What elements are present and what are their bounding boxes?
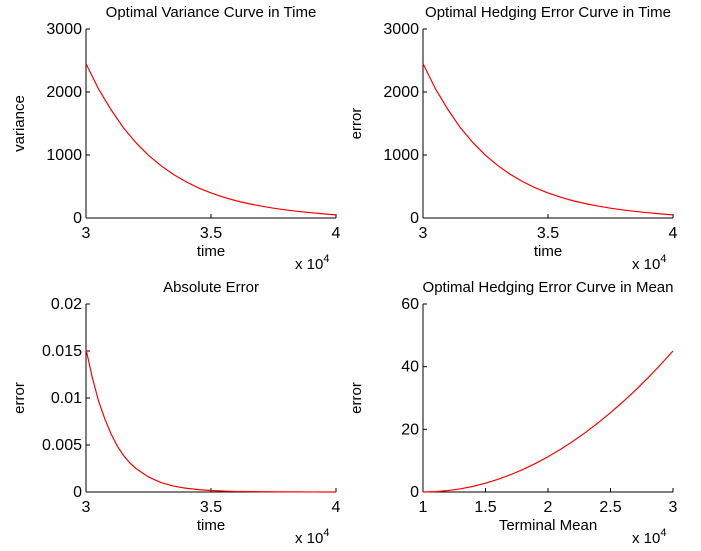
subplot-4: 0 20 40 60 1 1.5 2 2.5 3 Optimal Hedging Error Cu…	[348, 279, 678, 547]
y-tick-label: 0	[410, 210, 419, 227]
x-tick-label: 3	[82, 225, 91, 242]
subplot-1: 0 1000 2000 3000 3 3.5 4 Optimal Variance Curve…	[11, 4, 341, 273]
x-tick-label: 4	[332, 225, 341, 242]
y-axis-label: error	[11, 382, 28, 414]
x-multiplier-label: x 104	[295, 527, 329, 547]
chart-title: Absolute Error	[163, 279, 259, 296]
x-multiplier-base: x 10	[295, 256, 323, 273]
y-tick-label: 2000	[383, 84, 419, 101]
y-axis-label: variance	[11, 95, 28, 152]
chart-title: Optimal Variance Curve in Time	[106, 4, 317, 21]
x-multiplier-base: x 10	[632, 530, 660, 547]
series-line	[422, 350, 674, 493]
x-multiplier-base: x 10	[632, 256, 660, 273]
x-multiplier-label: x 104	[632, 253, 666, 273]
y-tick-label: 3000	[383, 21, 419, 38]
x-multiplier-exponent: 4	[323, 527, 329, 539]
y-tick-label: 0.015	[42, 343, 82, 360]
x-multiplier-exponent: 4	[660, 527, 666, 539]
x-multiplier-base: x 10	[295, 530, 323, 547]
chart-title: Optimal Hedging Error Curve in Time	[425, 4, 671, 21]
x-tick-label: 2	[544, 499, 553, 516]
y-tick-label: 1000	[383, 147, 419, 164]
x-multiplier-exponent: 4	[660, 253, 666, 265]
y-tick-label: 0	[73, 210, 82, 227]
x-axis-label: time	[534, 243, 562, 260]
x-multiplier-label: x 104	[632, 527, 666, 547]
series-line	[422, 63, 674, 216]
y-tick-label: 60	[401, 296, 419, 313]
x-tick-label: 3	[419, 225, 428, 242]
x-tick-label: 3.5	[200, 225, 222, 242]
x-tick-label: 3	[82, 499, 91, 516]
x-axis-label: time	[197, 517, 225, 534]
y-tick-label: 0.005	[42, 437, 82, 454]
subplot-2: 0 1000 2000 3000 3 3.5 4 Optimal Hedging Error …	[348, 4, 678, 273]
x-axis-label: Terminal Mean	[499, 517, 597, 534]
series-line	[85, 63, 337, 216]
y-tick-label: 0.02	[51, 296, 82, 313]
y-tick-label: 1000	[46, 147, 82, 164]
x-multiplier-label: x 104	[295, 253, 329, 273]
y-axis-label: error	[348, 382, 365, 414]
y-tick-label: 0.01	[51, 390, 82, 407]
y-tick-label: 2000	[46, 84, 82, 101]
x-tick-label: 4	[669, 225, 678, 242]
x-multiplier-exponent: 4	[323, 253, 329, 265]
x-tick-label: 1.5	[474, 499, 496, 516]
chart-title: Optimal Hedging Error Curve in Mean	[423, 279, 674, 296]
x-tick-label: 3.5	[200, 499, 222, 516]
x-tick-label: 2.5	[599, 499, 621, 516]
subplot-3: 0 0.005 0.01 0.015 0.02 3 3.5 4 Absolute Error ti…	[11, 279, 341, 547]
series-line	[85, 348, 337, 493]
y-tick-label: 3000	[46, 21, 82, 38]
y-tick-label: 0	[410, 484, 419, 501]
y-tick-label: 20	[401, 421, 419, 438]
x-axis-label: time	[197, 243, 225, 260]
x-tick-label: 1	[419, 499, 428, 516]
x-tick-label: 3.5	[537, 225, 559, 242]
y-tick-label: 40	[401, 359, 419, 376]
x-tick-label: 3	[669, 499, 678, 516]
x-tick-label: 4	[332, 499, 341, 516]
y-axis-label: error	[348, 108, 365, 140]
y-tick-label: 0	[73, 484, 82, 501]
